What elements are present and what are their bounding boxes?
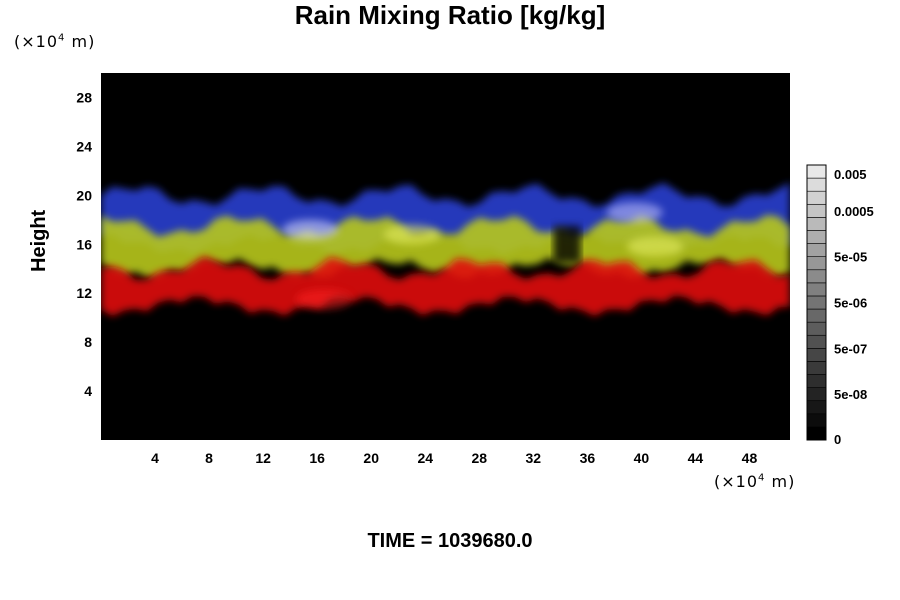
- colorbar-level: [806, 387, 827, 402]
- colorbar-level: [806, 308, 827, 323]
- y-axis-unit: (×104 m): [14, 32, 96, 51]
- y-tick-label: 20: [76, 187, 92, 203]
- x-tick-labels: 4 8 12 16 20 24 28 32 36 40 44 48: [151, 450, 757, 466]
- x-tick-label: 16: [309, 450, 325, 466]
- colorbar-level: [806, 230, 827, 244]
- colorbar-level: [806, 282, 827, 297]
- colorbar-level: [806, 295, 827, 310]
- y-tick-label: 8: [84, 334, 92, 350]
- colorbar-frame: [806, 164, 827, 441]
- colorbar-label: 5e-05: [834, 250, 867, 265]
- colorbar-level: [806, 400, 827, 415]
- colorbar-level: [806, 243, 827, 257]
- cloud-core: [606, 202, 663, 223]
- x-tick-label: 28: [471, 450, 487, 466]
- colorbar-label: 5e-07: [834, 341, 867, 356]
- colorbar-level: [806, 164, 827, 179]
- x-tick-label: 12: [255, 450, 271, 466]
- x-tick-label: 48: [742, 450, 758, 466]
- colorbar-label: 0: [834, 432, 841, 447]
- colorbar-label: 0.0005: [834, 204, 874, 219]
- colorbar-level: [806, 413, 827, 428]
- x-tick-label: 40: [634, 450, 650, 466]
- x-tick-label: 20: [363, 450, 379, 466]
- colorbar-level: [806, 361, 827, 375]
- colorbar-label: 5e-06: [834, 296, 867, 311]
- band-gap: [553, 225, 581, 263]
- colorbar-level: [806, 203, 827, 218]
- x-tick-label: 36: [580, 450, 596, 466]
- colorbar-level: [806, 348, 827, 362]
- y-tick-label: 24: [76, 138, 92, 154]
- colorbar-level: [806, 269, 827, 284]
- x-axis-unit: (×104 m): [714, 472, 796, 491]
- colorbar-level: [806, 334, 827, 349]
- x-tick-label: 44: [688, 450, 704, 466]
- time-label: TIME = 1039680.0: [367, 530, 533, 552]
- colorbar-level: [806, 177, 827, 192]
- colorbar-level: [806, 256, 827, 271]
- rain-layer-red: [101, 256, 790, 317]
- chart-title: Rain Mixing Ratio [kg/kg]: [294, 0, 606, 30]
- colorbar-level: [806, 217, 827, 231]
- colorbar: 0.005 0.0005 5e-05 5e-06 5e-07 5e-08 0: [806, 164, 874, 447]
- colorbar-level: [806, 426, 827, 441]
- colorbar-level: [806, 321, 827, 336]
- y-tick-label: 4: [84, 383, 92, 399]
- x-tick-label: 24: [417, 450, 433, 466]
- y-tick-label: 12: [76, 285, 92, 301]
- y-tick-label: 16: [76, 236, 92, 252]
- x-tick-label: 8: [205, 450, 213, 466]
- colorbar-label: 0.005: [834, 167, 867, 182]
- colorbar-label: 5e-08: [834, 387, 867, 402]
- x-tick-label: 32: [526, 450, 542, 466]
- y-tick-label: 28: [76, 89, 92, 105]
- cloud-core: [383, 224, 440, 245]
- colorbar-level: [806, 190, 827, 205]
- cloud-core: [295, 289, 352, 310]
- cloud-core: [282, 219, 339, 240]
- colorbar-level: [806, 374, 827, 388]
- y-tick-labels: 4 8 12 16 20 24 28: [76, 89, 92, 399]
- rain-field: [101, 182, 790, 317]
- cloud-core: [626, 236, 683, 257]
- x-tick-label: 4: [151, 450, 159, 466]
